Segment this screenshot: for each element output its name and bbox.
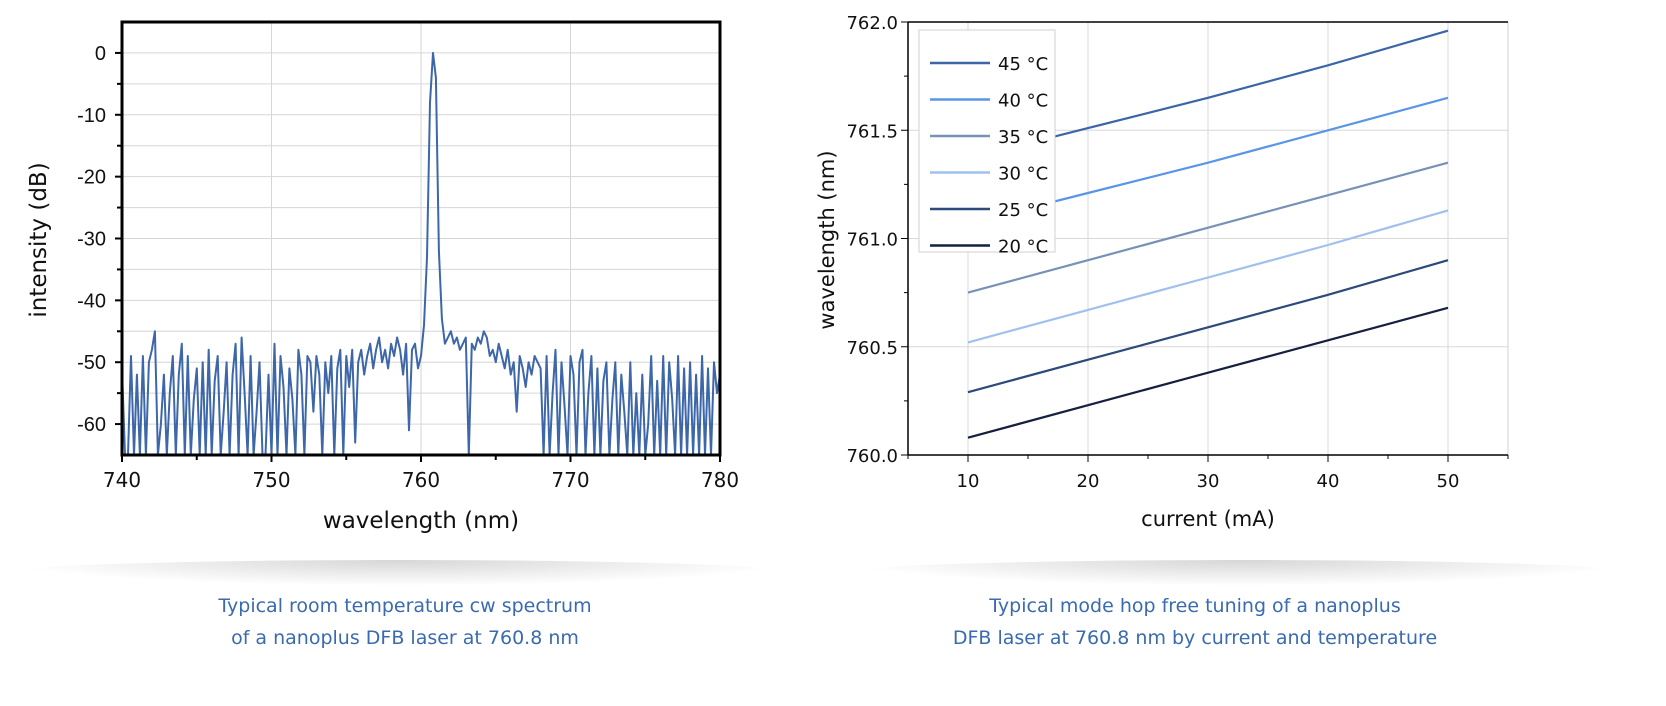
caption-spectrum: Typical room temperature cw spectrum of … (55, 590, 755, 654)
caption-line: DFB laser at 760.8 nm by current and tem… (952, 627, 1438, 649)
y-tick-label: 761.5 (846, 121, 898, 142)
caption-shadow-left (0, 560, 800, 586)
caption-shadow-right (840, 560, 1640, 586)
legend-label: 30 °C (998, 164, 1048, 185)
series-line-30c (967, 209, 1449, 344)
caption-tuning: Typical mode hop free tuning of a nanopl… (845, 590, 1545, 654)
x-tick-label: 50 (1437, 471, 1460, 492)
caption-line: of a nanoplus DFB laser at 760.8 nm (231, 627, 579, 649)
legend-label: 45 °C (998, 54, 1048, 75)
series-line-25c (967, 259, 1449, 394)
x-tick-label: 20 (1077, 471, 1100, 492)
y-tick-label: -60 (77, 414, 106, 436)
y-tick-label: -40 (77, 290, 106, 312)
legend-box (918, 29, 1056, 253)
y-tick-label: -30 (77, 229, 106, 251)
legend-label: 20 °C (998, 237, 1048, 258)
y-tick-label: 760.0 (846, 446, 898, 467)
legend-label: 35 °C (998, 127, 1048, 148)
x-tick-label: 10 (957, 471, 980, 492)
y-tick-label: -50 (77, 352, 106, 374)
y-axis-title: wavelength (nm) (815, 150, 839, 329)
x-tick-label: 760 (402, 468, 440, 492)
y-tick-label: -10 (77, 105, 106, 127)
x-tick-label: 770 (551, 468, 589, 492)
x-tick-label: 780 (701, 468, 739, 492)
x-tick-label: 740 (103, 468, 141, 492)
caption-line: Typical mode hop free tuning of a nanopl… (989, 595, 1401, 617)
series-line-20c (967, 306, 1449, 439)
y-tick-label: 760.5 (846, 338, 898, 359)
x-tick-label: 750 (252, 468, 290, 492)
series-line-35c (967, 161, 1449, 294)
y-tick-label: -20 (77, 167, 106, 189)
x-axis-title: current (mA) (1141, 507, 1275, 531)
charts-canvas: 740 750 760 770 780 0 -10 -20 -30 -40 -50 -60 wavele… (26, 13, 1509, 534)
y-tick-label: 762.0 (846, 13, 898, 34)
y-tick-label: 0 (95, 43, 106, 65)
y-axis-title: intensity (dB) (26, 162, 52, 317)
legend-label: 40 °C (998, 91, 1048, 112)
caption-line: Typical room temperature cw spectrum (218, 595, 592, 617)
spectrum-line (121, 51, 721, 456)
x-tick-label: 30 (1197, 471, 1220, 492)
legend-label: 25 °C (998, 200, 1048, 221)
x-axis-title: wavelength (nm) (323, 508, 519, 534)
x-tick-label: 40 (1317, 471, 1340, 492)
y-tick-label: 761.0 (846, 230, 898, 251)
